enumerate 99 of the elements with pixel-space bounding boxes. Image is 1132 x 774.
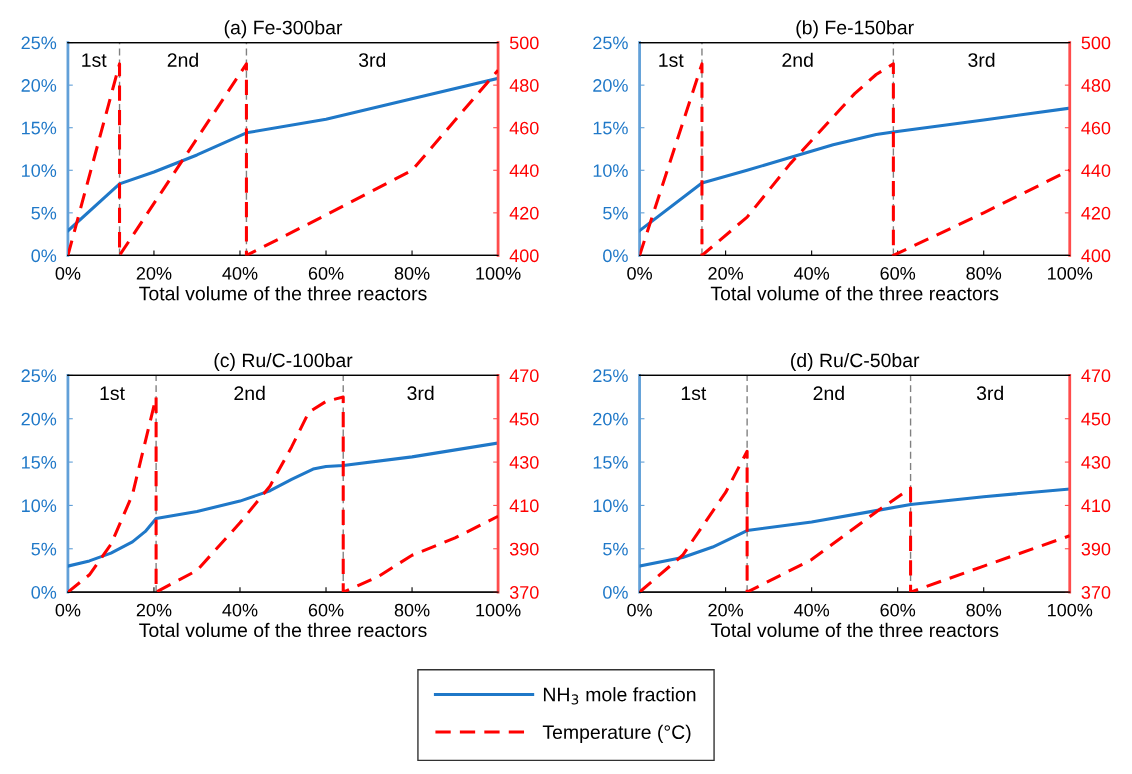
chart-title: (c) Ru/C-100bar bbox=[214, 352, 353, 372]
chart-title: (d) Ru/C-50bar bbox=[791, 352, 920, 372]
y2-tick-label: 480 bbox=[1081, 79, 1111, 92]
line-series bbox=[639, 106, 1070, 233]
y2-tick-label: 480 bbox=[509, 79, 539, 92]
y2-tick-label: 470 bbox=[1081, 369, 1111, 383]
y-tick-label: 20% bbox=[21, 79, 57, 92]
y2-tick-label: 450 bbox=[1081, 412, 1111, 426]
x-tick-label: 20% bbox=[708, 267, 744, 280]
y-tick-label: 25% bbox=[21, 369, 57, 383]
x-tick-label: 20% bbox=[136, 603, 172, 617]
y-tick-label: 10% bbox=[22, 499, 57, 513]
y-tick-label: 0% bbox=[603, 586, 628, 599]
y-tick-label: 0% bbox=[603, 249, 628, 263]
x-tick-label: 20% bbox=[136, 267, 172, 280]
annotation: 3rd bbox=[968, 52, 995, 67]
line-series bbox=[639, 449, 1070, 593]
x-tick-label: 100% bbox=[476, 267, 521, 280]
y-tick-label: 25% bbox=[593, 36, 628, 50]
x-tick-label: 40% bbox=[222, 603, 258, 617]
annotation: 2nd bbox=[782, 52, 813, 67]
y2-tick-label: 500 bbox=[1081, 36, 1111, 50]
y2-tick-label: 390 bbox=[1081, 542, 1111, 556]
y2-tick-label: 430 bbox=[1081, 456, 1111, 469]
y2-tick-label: 500 bbox=[509, 36, 539, 50]
x-axis-title: Total volume of the three reactors bbox=[139, 622, 427, 638]
y2-tick-label: 390 bbox=[509, 542, 539, 556]
annotation: 1st bbox=[100, 386, 125, 401]
y2-tick-label: 370 bbox=[1081, 586, 1111, 599]
y2-tick-label: 370 bbox=[509, 586, 539, 599]
y-tick-label: 5% bbox=[603, 542, 628, 556]
y2-tick-label: 400 bbox=[1081, 249, 1111, 263]
y-tick-label: 5% bbox=[31, 542, 57, 556]
y2-tick-label: 470 bbox=[509, 369, 539, 383]
y-tick-label: 15% bbox=[22, 121, 57, 135]
y2-tick-label: 420 bbox=[509, 206, 539, 220]
y-tick-label: 10% bbox=[22, 164, 57, 177]
y2-tick-label: 430 bbox=[509, 456, 539, 469]
x-axis-title: Total volume of the three reactors bbox=[710, 286, 999, 301]
y-tick-label: 15% bbox=[593, 121, 628, 135]
chart-title: (b) Fe-150bar bbox=[796, 20, 914, 39]
x-tick-label: 80% bbox=[966, 603, 1002, 617]
y-tick-label: 20% bbox=[21, 412, 57, 426]
y2-tick-label: 460 bbox=[509, 121, 539, 135]
y-tick-label: 0% bbox=[31, 249, 57, 263]
y2-tick-label: 410 bbox=[1081, 499, 1111, 513]
x-tick-label: 40% bbox=[222, 267, 258, 280]
y2-tick-label: 410 bbox=[509, 499, 539, 513]
y2-tick-label: 440 bbox=[1081, 164, 1111, 177]
y-tick-label: 25% bbox=[593, 369, 628, 383]
y-tick-label: 20% bbox=[593, 412, 628, 426]
x-tick-label: 80% bbox=[966, 267, 1002, 280]
x-tick-label: 100% bbox=[1048, 267, 1093, 280]
x-tick-label: 60% bbox=[880, 603, 916, 617]
x-tick-label: 20% bbox=[708, 603, 744, 617]
x-tick-label: 60% bbox=[308, 267, 344, 280]
x-axis-title: Total volume of the three reactors bbox=[139, 286, 427, 301]
annotation: 2nd bbox=[234, 385, 265, 401]
x-axis-title: Total volume of the three reactors bbox=[710, 622, 999, 638]
x-tick-label: 60% bbox=[880, 267, 916, 280]
x-tick-label: 80% bbox=[394, 603, 430, 617]
x-tick-label: 100% bbox=[476, 603, 521, 617]
annotation: 3rd bbox=[358, 52, 386, 67]
annotation: 1st bbox=[82, 53, 107, 67]
y-tick-label: 5% bbox=[31, 206, 57, 220]
x-tick-label: 60% bbox=[308, 603, 344, 617]
x-tick-label: 40% bbox=[793, 267, 830, 280]
annotation: 1st bbox=[681, 386, 707, 401]
text: NH$_{3}$ mole fraction bbox=[543, 687, 696, 705]
annotation: 3rd bbox=[407, 385, 434, 401]
y2-tick-label: 400 bbox=[509, 249, 539, 263]
y-tick-label: 0% bbox=[31, 586, 57, 599]
line-series bbox=[639, 487, 1070, 568]
x-tick-label: 40% bbox=[793, 603, 830, 617]
x-tick-label: 0% bbox=[627, 267, 652, 280]
y2-tick-label: 440 bbox=[509, 164, 539, 177]
y-tick-label: 15% bbox=[593, 456, 628, 469]
annotation: 1st bbox=[659, 53, 684, 67]
y-tick-label: 10% bbox=[593, 499, 628, 513]
annotation: 3rd bbox=[976, 385, 1003, 401]
y-tick-label: 20% bbox=[593, 79, 628, 92]
y-tick-label: 25% bbox=[21, 36, 57, 50]
y-tick-label: 15% bbox=[22, 456, 57, 469]
x-tick-label: 80% bbox=[394, 267, 430, 280]
chart-title: (a) Fe-300bar bbox=[224, 20, 343, 39]
line-series bbox=[67, 76, 499, 233]
x-tick-label: 0% bbox=[627, 603, 652, 617]
y-tick-label: 10% bbox=[593, 164, 628, 177]
y2-tick-label: 450 bbox=[509, 412, 539, 426]
annotation: 2nd bbox=[167, 52, 198, 67]
x-tick-label: 0% bbox=[55, 267, 81, 280]
y2-tick-label: 420 bbox=[1081, 206, 1111, 220]
annotation: 2nd bbox=[813, 385, 844, 401]
x-tick-label: 0% bbox=[55, 603, 81, 617]
text: Temperature (°C) bbox=[542, 724, 691, 743]
y2-tick-label: 460 bbox=[1081, 121, 1111, 135]
y-tick-label: 5% bbox=[603, 206, 628, 220]
x-tick-label: 100% bbox=[1048, 603, 1093, 617]
line-series bbox=[67, 441, 499, 568]
